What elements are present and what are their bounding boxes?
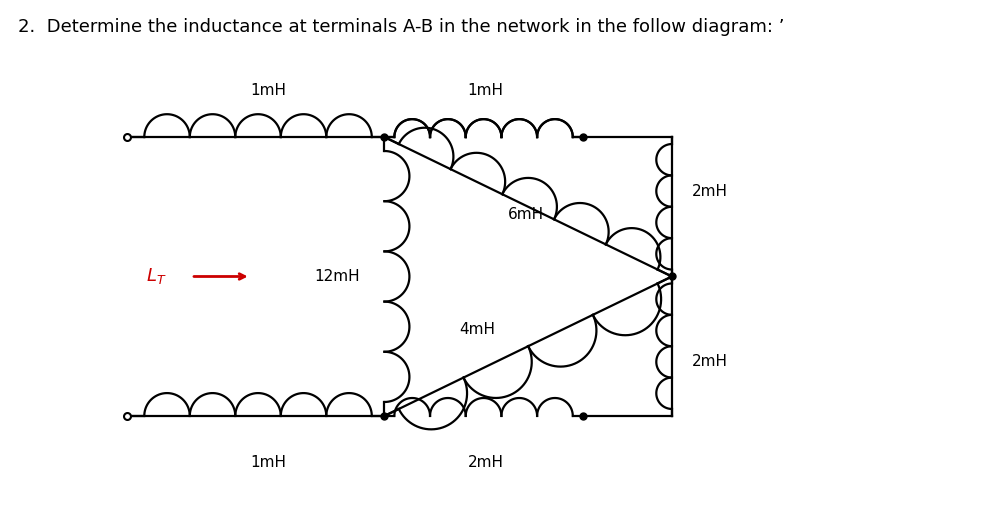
Text: 1mH: 1mH [250, 455, 286, 470]
Text: 2mH: 2mH [692, 184, 728, 199]
Text: 2mH: 2mH [468, 455, 504, 470]
Text: 4mH: 4mH [459, 322, 495, 337]
Text: 2.  Determine the inductance at terminals A-B in the network in the follow diagr: 2. Determine the inductance at terminals… [18, 18, 784, 36]
Text: 2mH: 2mH [692, 354, 728, 369]
Text: 1mH: 1mH [250, 84, 286, 98]
Text: 1mH: 1mH [468, 84, 504, 98]
Text: $L_T$: $L_T$ [146, 267, 166, 287]
Text: 12mH: 12mH [314, 269, 360, 284]
Text: 6mH: 6mH [508, 207, 544, 222]
